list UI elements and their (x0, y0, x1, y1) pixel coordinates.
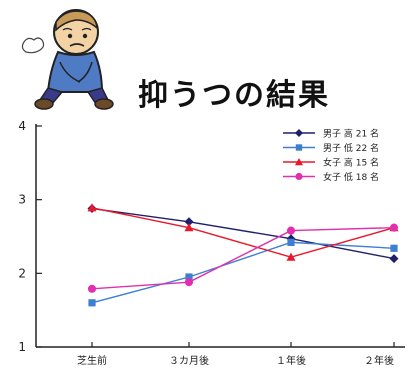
legend-marker (295, 158, 303, 166)
series-line-3 (91, 226, 395, 290)
y-tick-label: 4 (18, 119, 26, 133)
data-point (287, 238, 295, 246)
data-point (88, 299, 96, 307)
y-tick-label: 1 (18, 340, 26, 354)
legend-entry: 女子 低 18 名 (323, 171, 379, 183)
legend-marker (295, 129, 303, 137)
x-tick-label: 芝生前 (77, 354, 107, 367)
data-point (286, 226, 296, 235)
legend-entry: 女子 高 15 名 (323, 157, 379, 169)
data-point (389, 223, 399, 232)
x-tick-label: ２年後 (364, 354, 394, 367)
series-line-0 (91, 207, 395, 260)
data-point (185, 273, 193, 281)
legend-entry: 男子 低 22 名 (323, 142, 379, 154)
x-tick-label: ３カ月後 (169, 354, 209, 367)
chart-title: 抑うつの結果 (138, 78, 330, 113)
legend-marker (295, 144, 303, 151)
series-line-1 (91, 241, 395, 304)
data-point (184, 278, 194, 287)
series-line-2 (91, 207, 395, 258)
legend-marker (295, 172, 303, 181)
data-point (390, 244, 398, 252)
data-point (286, 252, 296, 261)
data-point (184, 223, 194, 232)
data-point (389, 254, 399, 264)
legend-entry: 男子 高 21 名 (323, 128, 379, 140)
depressed-boy-icon (21, 9, 114, 110)
x-tick-label: １年後 (276, 354, 306, 367)
data-point (87, 203, 97, 212)
y-tick-label: 2 (18, 266, 26, 280)
y-tick-label: 3 (18, 193, 26, 207)
data-point (87, 284, 97, 293)
data-point (184, 217, 194, 227)
